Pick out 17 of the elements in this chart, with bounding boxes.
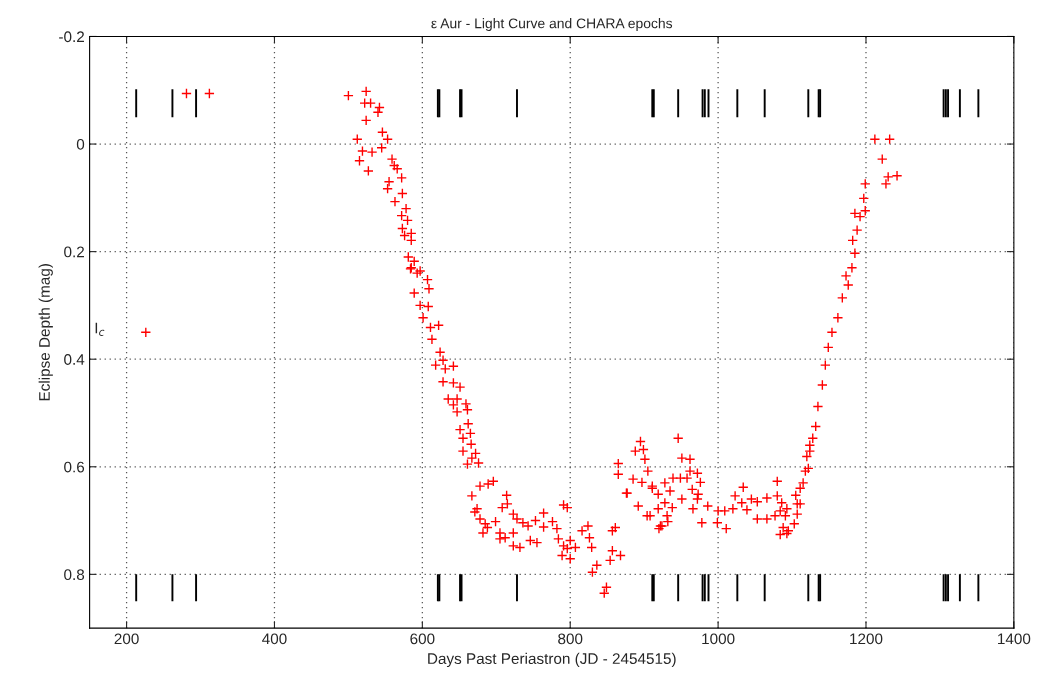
annotation: I$_{c}$ (95, 322, 105, 336)
y-tick-label: -0.2 (59, 31, 84, 43)
x-tick-label: 1200 (850, 633, 883, 645)
y-tick-label: 0.4 (64, 354, 85, 365)
y-tick-label: 0.8 (64, 569, 85, 581)
y-tick-label: 0.2 (64, 246, 84, 258)
x-tick-label: 400 (262, 633, 287, 645)
x-tick-label: 1400 (998, 633, 1031, 645)
y-axis-title: Eclipse Depth (mag) (38, 264, 53, 401)
x-tick-label: 200 (114, 633, 139, 645)
x-tick-label: 1000 (702, 633, 735, 645)
x-tick-label: 800 (558, 633, 583, 645)
x-tick-label: 600 (410, 633, 435, 645)
chart-title: ε Aur - Light Curve and CHARA epochs (431, 18, 673, 32)
y-tick-label: 0.6 (64, 461, 85, 473)
y-tick-label: 0 (76, 138, 85, 150)
x-axis-title: Days Past Periastron (JD - 2454515) (428, 652, 676, 668)
